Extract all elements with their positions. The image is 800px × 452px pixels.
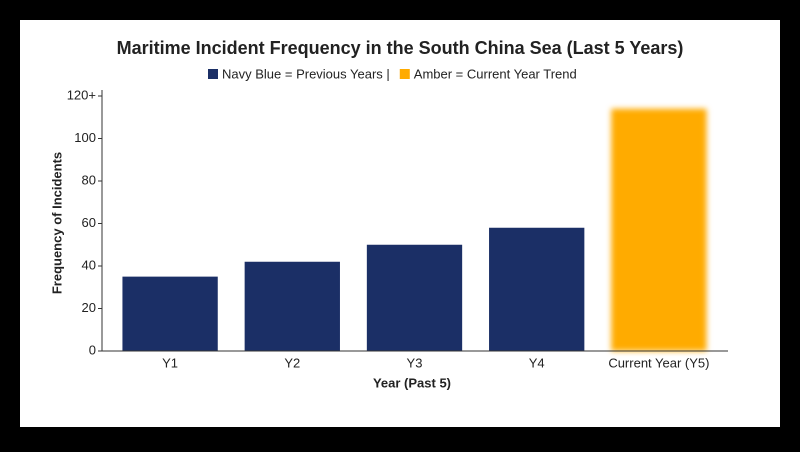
y-tick-label: 60 [82, 215, 96, 230]
y-tick-label: 120+ [67, 87, 96, 102]
legend-swatch [208, 69, 218, 79]
y-tick-label: 0 [89, 342, 96, 357]
x-tick-label: Y3 [407, 355, 423, 370]
y-tick-label: 100 [74, 130, 96, 145]
bar [611, 108, 707, 351]
bar [489, 227, 585, 351]
x-tick-label: Current Year (Y5) [608, 355, 709, 370]
bar [244, 261, 340, 351]
y-tick-label: 20 [82, 300, 96, 315]
bar [366, 244, 463, 351]
chart-title: Maritime Incident Frequency in the South… [117, 38, 684, 58]
bar [122, 276, 218, 351]
y-tick-label: 80 [82, 172, 96, 187]
legend-label: Amber = Current Year Trend [414, 66, 577, 81]
legend-swatch [399, 69, 410, 79]
y-tick-label: 40 [82, 257, 96, 272]
x-tick-label: Y1 [162, 355, 178, 370]
x-axis-title: Year (Past 5) [373, 375, 451, 390]
x-tick-label: Y2 [284, 355, 300, 370]
y-axis-title: Frequency of Incidents [49, 152, 64, 294]
legend-label: Navy Blue = Previous Years | [222, 66, 390, 81]
x-tick-label: Y4 [529, 355, 545, 370]
